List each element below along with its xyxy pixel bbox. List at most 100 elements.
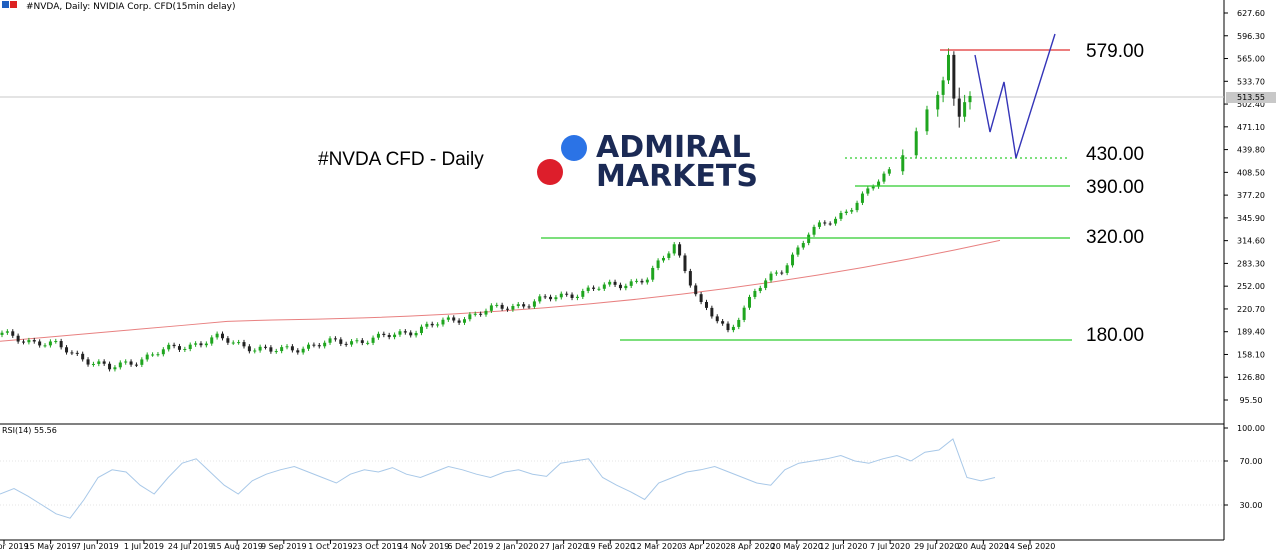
y-tick-label: 533.70 — [1237, 77, 1265, 86]
candle-body — [312, 344, 316, 346]
candle-body — [436, 324, 440, 326]
candle-body — [140, 359, 144, 365]
candle-body — [290, 346, 294, 351]
candle-body — [726, 323, 730, 331]
candle-body — [387, 335, 391, 338]
x-tick-label: 2 Jan 2020 — [496, 542, 539, 550]
candle-body — [581, 290, 585, 297]
logo-line2: MARKETS — [596, 159, 758, 194]
candle-body — [446, 317, 450, 320]
candle-body — [237, 342, 241, 344]
candle-body — [452, 317, 456, 321]
y-tick-label: 627.60 — [1237, 9, 1265, 18]
candle-body — [183, 349, 187, 351]
candle-body — [688, 271, 692, 286]
x-tick-label: 12 Mar 2020 — [632, 542, 683, 550]
candle-body — [156, 354, 160, 356]
candle-body — [791, 254, 795, 266]
candle-body — [220, 333, 224, 339]
candle-body — [715, 316, 719, 322]
admiral-markets-logo: ADMIRAL MARKETS — [537, 130, 758, 194]
candle-body — [957, 98, 961, 117]
x-tick-label: 9 Sep 2019 — [261, 542, 307, 550]
y-tick-label: 596.30 — [1237, 32, 1265, 41]
candle-body — [264, 346, 268, 348]
candle-body — [586, 287, 590, 291]
candle-body — [694, 285, 698, 295]
candle-body — [946, 54, 950, 81]
x-tick-label: 15 May 2019 — [25, 542, 77, 550]
candle-body — [430, 323, 434, 326]
moving-average — [0, 239, 1001, 342]
candle-body — [624, 285, 628, 289]
candle-body — [70, 352, 74, 354]
candle-body — [489, 305, 493, 311]
rsi-tick-label: 30.00 — [1240, 501, 1263, 510]
candle-body — [479, 313, 483, 315]
candle-body — [812, 226, 816, 235]
candle-body — [506, 308, 510, 310]
rsi-series — [0, 438, 996, 519]
y-tick-label: 283.30 — [1237, 259, 1265, 268]
candle-body — [457, 320, 461, 323]
x-tick-label: 12 Jun 2020 — [819, 542, 867, 550]
candle-body — [597, 288, 601, 290]
candle-body — [855, 202, 859, 211]
candle-body — [565, 293, 569, 295]
candle-body — [877, 181, 881, 187]
candle-body — [307, 344, 311, 349]
candle-body — [860, 193, 864, 203]
candle-body — [27, 340, 31, 343]
x-tick-label: 24 Jul 2019 — [168, 542, 213, 550]
x-tick-label: 7 Jul 2020 — [870, 542, 910, 550]
y-tick-label: 565.00 — [1237, 55, 1265, 64]
candle-body — [731, 326, 735, 331]
candle-body — [253, 350, 257, 352]
candle-body — [43, 345, 47, 347]
candle-body — [151, 354, 155, 356]
candle-body — [575, 296, 579, 298]
candle-body — [22, 341, 26, 343]
candle-body — [737, 319, 741, 327]
candle-body — [48, 341, 52, 346]
candle-body — [936, 94, 940, 110]
candle-body — [882, 173, 886, 182]
candle-body — [301, 348, 305, 353]
y-tick-label: 377.20 — [1237, 191, 1265, 200]
candle-body — [661, 257, 665, 261]
candle-body — [704, 301, 708, 308]
candle-body — [532, 301, 536, 307]
candle-body — [683, 255, 687, 272]
candle-body — [199, 343, 203, 346]
main-panel — [0, 0, 1225, 541]
flag-icon — [10, 1, 17, 8]
candle-body — [769, 273, 773, 281]
candle-body — [409, 332, 413, 336]
candle-body — [204, 343, 208, 346]
projection-line — [974, 33, 1056, 159]
candle-body — [925, 109, 929, 132]
candle-body — [54, 341, 58, 343]
candle-body — [398, 331, 402, 335]
x-tick-label: 15 Aug 2019 — [212, 542, 263, 550]
candle-body — [231, 342, 235, 344]
symbol-icon — [2, 1, 9, 8]
price-candles — [0, 48, 972, 372]
candle-body — [403, 331, 407, 333]
candle-body — [640, 280, 644, 283]
candle-body — [366, 342, 370, 344]
y-tick-label: 189.40 — [1237, 328, 1265, 337]
y-tick-label: 158.10 — [1237, 350, 1265, 359]
x-tick-label: 29 Jul 2020 — [914, 542, 959, 550]
rsi-axis: 100.00 70.00 30.00 — [0, 424, 1265, 510]
candle-body — [538, 296, 542, 302]
price-badge: 513.55 — [1226, 92, 1276, 103]
y-tick-label: 345.90 — [1237, 214, 1265, 223]
candle-body — [419, 326, 423, 333]
candle-body — [527, 306, 531, 308]
candle-body — [500, 304, 504, 309]
price-axis: 627.60 596.30 565.00 533.70 502.40 471.10 439.… — [1224, 9, 1265, 405]
candle-body — [785, 265, 789, 273]
candle-body — [11, 331, 15, 336]
